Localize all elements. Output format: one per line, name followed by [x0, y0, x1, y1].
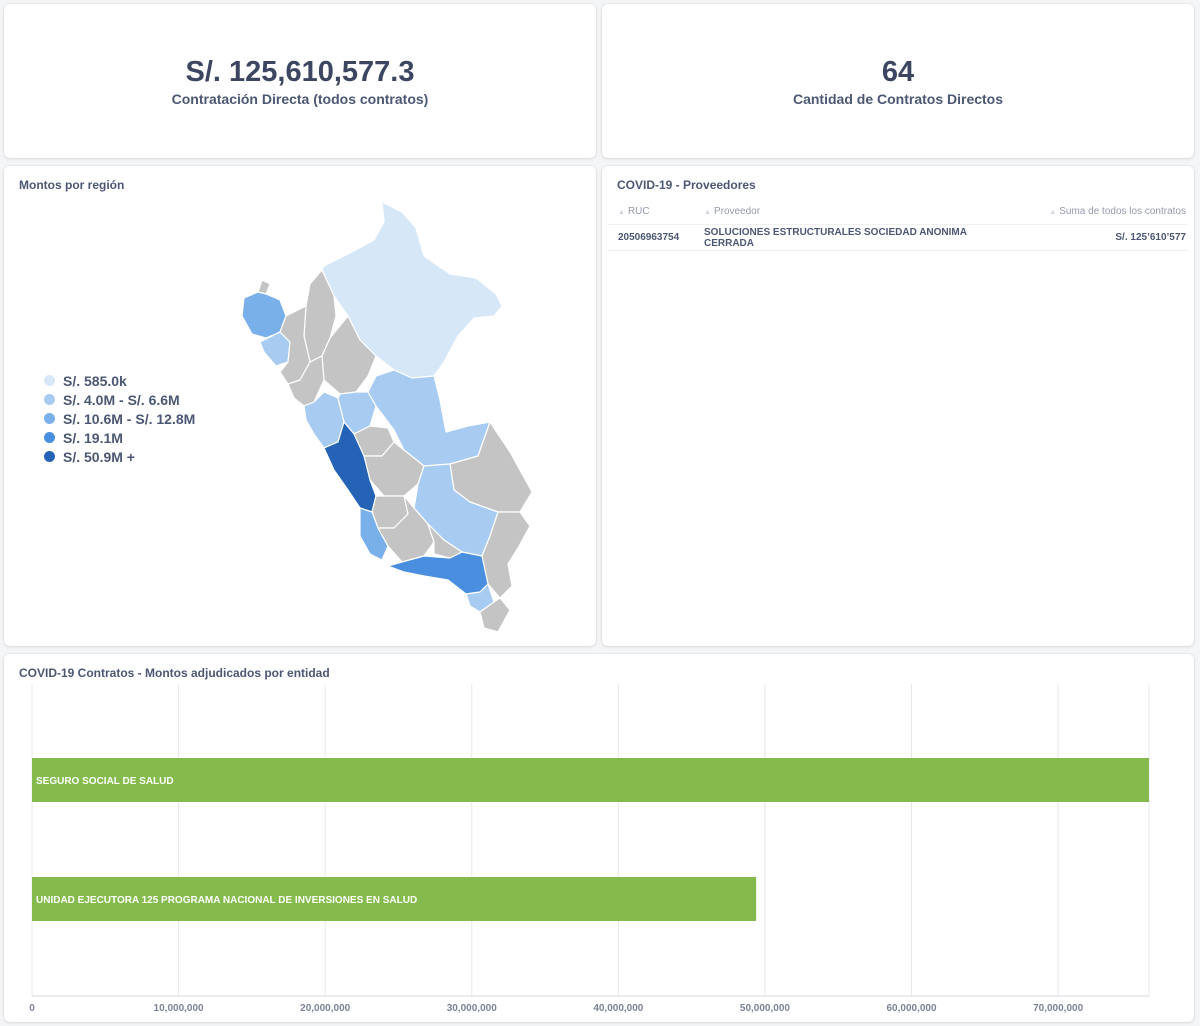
bar[interactable] — [32, 758, 1149, 802]
kpi-total-card[interactable]: S/. 125,610,577.3 Contratación Directa (… — [4, 4, 596, 158]
providers-card: COVID-19 - Proveedores ▲ RUC ▲ Proveedor ▲… — [602, 166, 1194, 646]
providers-table: ▲ RUC ▲ Proveedor ▲ Suma de todos los contr… — [608, 198, 1188, 251]
bar-chart-card: COVID-19 Contratos - Montos adjudicados … — [4, 654, 1194, 1022]
bar-label: SEGURO SOCIAL DE SALUD — [36, 776, 174, 787]
cell-proveedor: SOLUCIONES ESTRUCTURALES SOCIEDAD ANONIM… — [704, 226, 967, 249]
region-tacna — [479, 597, 511, 633]
kpi-total-value: S/. 125,610,577.3 — [185, 56, 415, 88]
map-card-title: Montos por región — [19, 178, 125, 192]
region-ica[interactable] — [359, 507, 389, 561]
kpi-count-label: Cantidad de Contratos Directos — [792, 91, 1004, 107]
legend-label: S/. 585.0k — [63, 372, 127, 389]
region-lima[interactable] — [323, 421, 377, 513]
column-header-proveedor[interactable]: ▲ Proveedor — [704, 205, 761, 217]
legend-label: S/. 4.0M - S/. 6.6M — [63, 391, 180, 408]
legend-item: S/. 585.0k — [44, 371, 195, 390]
map-card: Montos por región S/. 585.0k S/. 4.0M - S… — [4, 166, 596, 646]
bar[interactable] — [32, 877, 757, 921]
column-header-suma[interactable]: ▲ Suma de todos los contratos — [1049, 205, 1186, 217]
legend-label: S/. 19.1M — [63, 429, 123, 446]
legend-dot-icon — [44, 413, 55, 424]
table-row[interactable]: 20506963754 SOLUCIONES ESTRUCTURALES SOC… — [608, 224, 1188, 251]
legend-item: S/. 50.9M + — [44, 447, 195, 466]
legend-label: S/. 50.9M + — [63, 448, 135, 465]
x-tick-label: 20,000,000 — [300, 1003, 350, 1014]
legend-dot-icon — [44, 432, 55, 443]
cell-suma: S/. 125’610’577 — [1115, 232, 1186, 243]
sort-icon: ▲ — [704, 208, 711, 216]
x-tick-label: 10,000,000 — [154, 1003, 204, 1014]
peru-map — [241, 201, 533, 633]
providers-card-title: COVID-19 - Proveedores — [617, 178, 756, 192]
x-tick-label: 0 — [29, 1003, 35, 1014]
x-tick-label: 30,000,000 — [447, 1003, 497, 1014]
kpi-count-card[interactable]: 64 Cantidad de Contratos Directos — [602, 4, 1194, 158]
region-la-libertad — [287, 355, 325, 407]
column-header-ruc[interactable]: ▲ RUC — [618, 205, 650, 217]
bar-chart-title: COVID-19 Contratos - Montos adjudicados … — [19, 666, 330, 680]
legend-item: S/. 4.0M - S/. 6.6M — [44, 390, 195, 409]
bar-chart: 0 10,000,000 20,000,000 30,000,000 40,000,00… — [29, 684, 1150, 1014]
legend-dot-icon — [44, 451, 55, 462]
legend-label: S/. 10.6M - S/. 12.8M — [63, 410, 196, 427]
x-tick-label: 50,000,000 — [740, 1003, 790, 1014]
legend-item: S/. 10.6M - S/. 12.8M — [44, 409, 195, 428]
x-tick-label: 40,000,000 — [593, 1003, 643, 1014]
kpi-count-value: 64 — [881, 56, 915, 88]
region-puno — [481, 511, 531, 599]
kpi-total-label: Contratación Directa (todos contratos) — [171, 91, 429, 107]
legend-dot-icon — [44, 394, 55, 405]
region-piura[interactable] — [241, 291, 287, 339]
table-header: ▲ RUC ▲ Proveedor ▲ Suma de todos los contr… — [608, 198, 1188, 224]
bar-label: UNIDAD EJECUTORA 125 PROGRAMA NACIONAL D… — [36, 895, 417, 906]
x-tick-label: 70,000,000 — [1033, 1003, 1083, 1014]
map-legend: S/. 585.0k S/. 4.0M - S/. 6.6M S/. 10.6M -… — [44, 371, 195, 466]
cell-ruc: 20506963754 — [618, 232, 680, 243]
legend-item: S/. 19.1M — [44, 428, 195, 447]
sort-icon: ▲ — [1049, 208, 1057, 216]
x-tick-label: 60,000,000 — [886, 1003, 936, 1014]
legend-dot-icon — [44, 375, 55, 386]
sort-icon: ▲ — [618, 208, 625, 216]
